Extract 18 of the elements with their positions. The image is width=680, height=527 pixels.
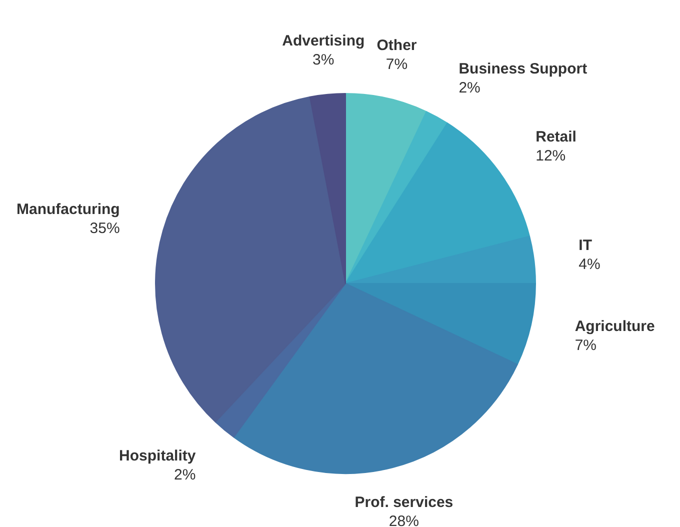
data-label: 4% — [578, 256, 600, 274]
slice-label: Advertising — [282, 32, 365, 50]
data-label: 7% — [574, 336, 597, 354]
data-label: 3% — [312, 52, 334, 69]
slice-label: Agriculture — [574, 318, 655, 335]
slice-label: Prof. services — [354, 494, 454, 512]
data-label: 7% — [386, 56, 408, 74]
slice-label: Manufacturing — [16, 200, 120, 218]
slice-label: Business Support — [458, 60, 588, 78]
slice-label: IT — [578, 237, 592, 254]
data-label: 2% — [174, 466, 196, 484]
data-label: 2% — [458, 80, 480, 97]
data-label: 12% — [536, 147, 566, 164]
data-label: 35% — [90, 220, 120, 237]
data-label: 28% — [388, 513, 419, 527]
slice-label: Retail — [536, 128, 576, 146]
slice-label: Other — [376, 37, 417, 54]
slice-label: Hospitality — [119, 448, 196, 465]
